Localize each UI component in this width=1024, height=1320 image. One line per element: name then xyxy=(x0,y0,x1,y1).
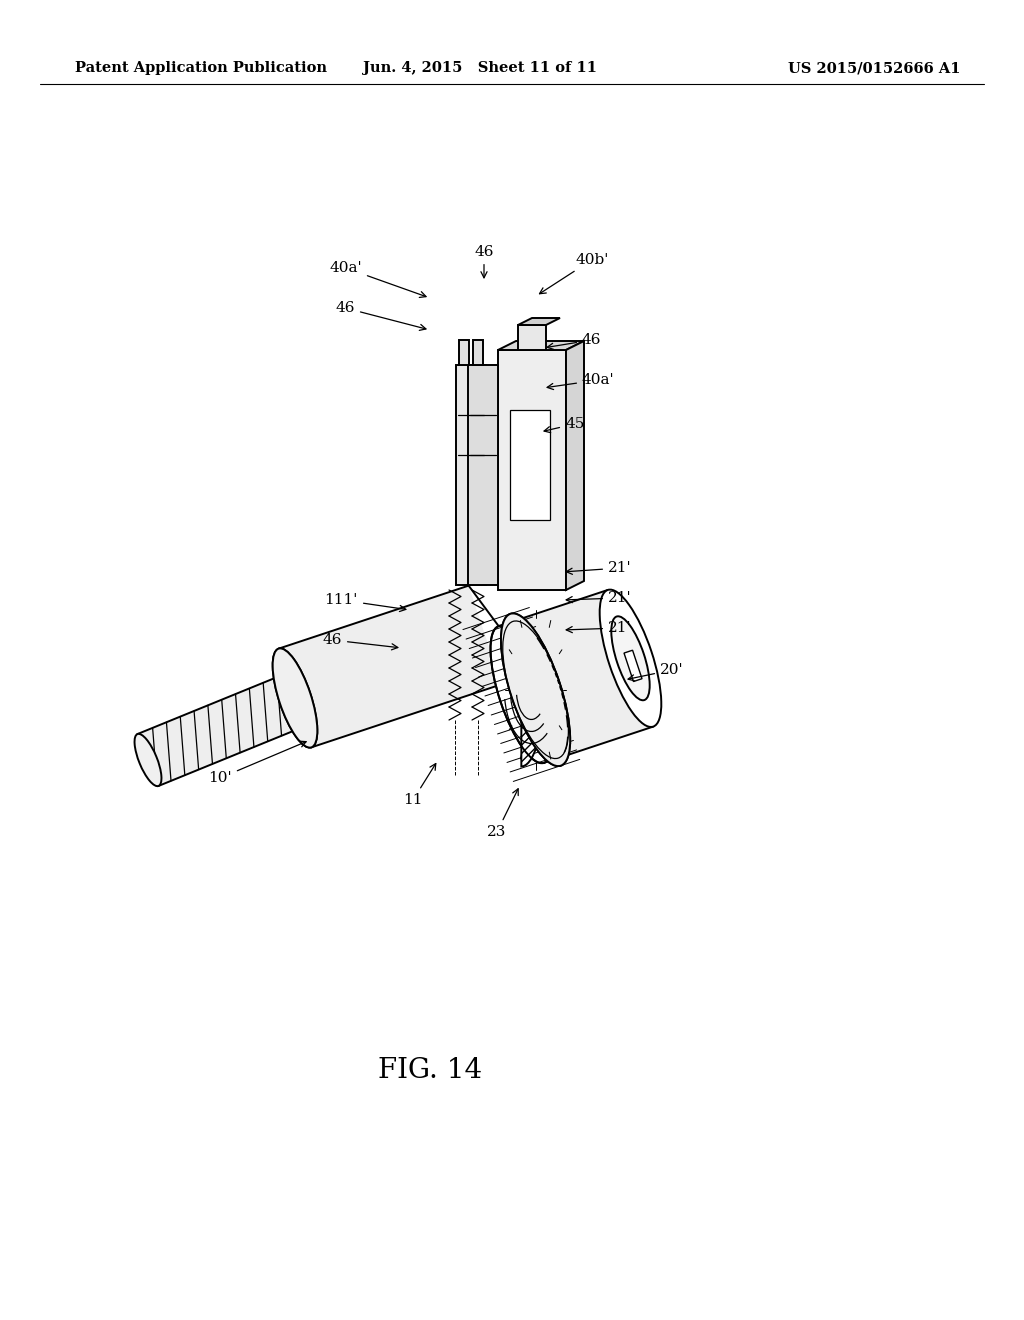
Text: 10': 10' xyxy=(208,742,306,785)
Text: 45: 45 xyxy=(544,417,585,433)
Ellipse shape xyxy=(272,648,317,747)
Polygon shape xyxy=(566,341,584,590)
Polygon shape xyxy=(498,350,566,590)
Polygon shape xyxy=(468,366,498,585)
Text: 46: 46 xyxy=(547,333,601,350)
Ellipse shape xyxy=(272,648,317,747)
Polygon shape xyxy=(459,341,469,366)
Text: 46: 46 xyxy=(336,301,426,330)
Text: Jun. 4, 2015   Sheet 11 of 11: Jun. 4, 2015 Sheet 11 of 11 xyxy=(362,61,597,75)
Text: 46: 46 xyxy=(474,246,494,277)
Text: 21': 21' xyxy=(566,561,632,576)
Text: 46: 46 xyxy=(323,634,398,649)
Ellipse shape xyxy=(490,626,552,763)
Polygon shape xyxy=(518,325,546,350)
Text: 21': 21' xyxy=(566,620,632,635)
Polygon shape xyxy=(624,651,642,681)
Text: 111': 111' xyxy=(325,593,406,611)
Text: 40b': 40b' xyxy=(540,253,608,294)
Polygon shape xyxy=(137,672,310,785)
Text: 23: 23 xyxy=(487,789,518,840)
Polygon shape xyxy=(279,586,502,747)
Text: US 2015/0152666 A1: US 2015/0152666 A1 xyxy=(787,61,961,75)
Text: 20': 20' xyxy=(628,663,684,681)
Text: FIG. 14: FIG. 14 xyxy=(378,1056,482,1084)
Text: 21': 21' xyxy=(566,591,632,605)
Text: 40a': 40a' xyxy=(330,261,426,297)
Text: 40a': 40a' xyxy=(547,374,614,389)
Text: 11: 11 xyxy=(403,763,436,807)
Polygon shape xyxy=(473,341,483,366)
Polygon shape xyxy=(499,590,653,763)
Ellipse shape xyxy=(501,614,570,766)
Polygon shape xyxy=(510,411,550,520)
Polygon shape xyxy=(521,623,544,767)
Ellipse shape xyxy=(600,590,662,727)
Polygon shape xyxy=(498,341,584,350)
Text: Patent Application Publication: Patent Application Publication xyxy=(75,61,327,75)
Ellipse shape xyxy=(501,614,570,766)
Polygon shape xyxy=(518,318,560,325)
Polygon shape xyxy=(456,366,486,585)
Ellipse shape xyxy=(611,616,649,701)
Ellipse shape xyxy=(134,734,162,787)
